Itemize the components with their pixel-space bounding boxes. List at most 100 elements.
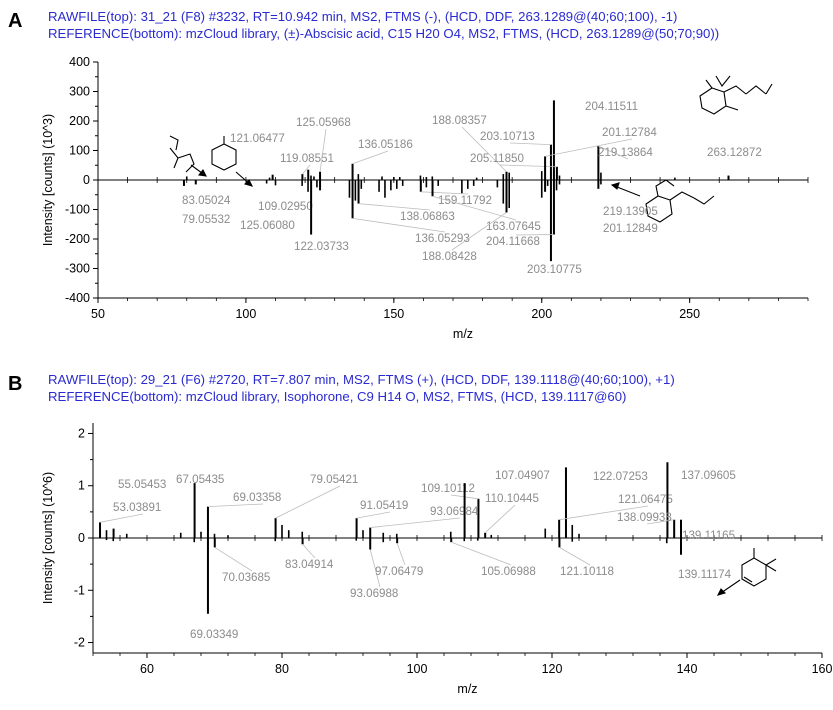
peak-leader-line <box>451 541 512 566</box>
x-tick-label: 60 <box>140 662 154 676</box>
x-tick-label: 100 <box>235 307 256 321</box>
peak-label: 67.05435 <box>176 473 224 486</box>
peak-leader-line <box>370 517 461 528</box>
peak-label: 70.03685 <box>222 571 270 584</box>
peak-leader-line <box>509 142 551 145</box>
x-tick-label: 200 <box>531 307 552 321</box>
peak-label: 110.10445 <box>485 492 539 505</box>
peak-label: 125.06080 <box>240 219 295 232</box>
peak-label: 138.06863 <box>400 210 455 223</box>
peak-leader-line <box>302 544 316 559</box>
peak-label: 263.12872 <box>707 146 762 159</box>
peak-leader-line <box>319 128 327 172</box>
peak-label: 201.12784 <box>602 126 657 139</box>
peak-leader-line <box>356 511 391 519</box>
panel-b: B RAWFILE(top): 29_21 (F6) #2720, RT=7.8… <box>0 355 833 710</box>
peak-label: 109.10112 <box>421 482 475 495</box>
peak-label: 136.05293 <box>415 232 470 245</box>
peak-label: 201.12849 <box>603 222 658 235</box>
peak-label: 93.06984 <box>430 505 479 518</box>
peak-label: 122.03733 <box>294 240 349 253</box>
peak-leader-line <box>275 485 341 519</box>
peak-label: 97.06479 <box>375 565 423 578</box>
peak-label: 105.06988 <box>481 565 536 578</box>
peak-label: 205.11850 <box>470 152 524 165</box>
peak-label: 139.11174 <box>678 568 732 581</box>
peak-label: 53.03891 <box>113 501 161 514</box>
peak-label: 159.11792 <box>438 194 492 207</box>
abscisic-acid-structure-upper <box>699 75 773 115</box>
y-tick-label: 300 <box>69 85 90 99</box>
raw-file-header-b: RAWFILE(top): 29_21 (F6) #2720, RT=7.807… <box>48 372 675 387</box>
peak-label: 79.05532 <box>182 213 230 226</box>
peak-leader-line <box>420 191 469 195</box>
y-tick-label: 100 <box>69 144 90 158</box>
mirror-spectrum-chart-b: 2 1 0 -1 -2 60 80 100 120 140 160 m/z Intensity [cou… <box>41 423 832 696</box>
hydroxy-fragment-structure <box>169 135 195 173</box>
peak-leader-line <box>484 504 516 534</box>
peak-label: 163.07645 <box>486 220 541 233</box>
peak-label: 121.10118 <box>560 565 614 578</box>
y-tick-label: -100 <box>65 203 90 217</box>
peak-leader-line <box>214 547 253 572</box>
raw-file-header-a: RAWFILE(top): 31_21 (F8) #3232, RT=10.94… <box>48 9 678 24</box>
peak-leader-line <box>99 513 144 523</box>
peak-leader-line <box>461 126 507 173</box>
reference-header-a: REFERENCE(bottom): mzCloud library, (±)-… <box>48 26 720 41</box>
x-tick-label: 140 <box>677 662 698 676</box>
peak-label: 121.06475 <box>618 493 673 506</box>
y-tick-label: 400 <box>69 55 90 69</box>
peak-label: 109.02950 <box>258 200 313 213</box>
peak-label: 69.03349 <box>190 628 238 641</box>
y-tick-label: 0 <box>78 531 85 545</box>
peak-label: 204.11668 <box>486 235 540 248</box>
peak-leader-line <box>352 217 446 233</box>
peak-leader-line <box>396 543 406 566</box>
y-tick-label: -2 <box>74 636 85 650</box>
peak-leader-line <box>358 203 431 211</box>
peak-label: 79.05421 <box>310 473 358 486</box>
y-axis-title: Intensity [counts] (10^3) <box>41 114 55 246</box>
peak-leader-line <box>207 503 264 508</box>
panel-label-a: A <box>8 10 23 32</box>
peak-label: 136.05186 <box>358 138 413 151</box>
y-tick-label: 0 <box>83 173 90 187</box>
y-tick-label: 1 <box>78 479 85 493</box>
peak-label: 119.08551 <box>280 152 334 165</box>
peak-label: 203.10775 <box>527 263 582 276</box>
peak-leader-line <box>369 549 381 588</box>
panel-label-b: B <box>8 373 23 395</box>
peak-label: 93.06988 <box>350 587 398 600</box>
peak-leader-line <box>499 164 557 168</box>
peak-label: 69.03358 <box>233 491 281 504</box>
peak-label: 137.09605 <box>681 469 736 482</box>
peak-leader-line <box>302 164 311 175</box>
x-tick-label: 80 <box>275 662 289 676</box>
y-tick-label: -300 <box>65 262 90 276</box>
peak-leader-line <box>598 145 629 160</box>
peak-leader-line <box>432 195 517 221</box>
x-tick-label: 250 <box>679 307 700 321</box>
peak-label: 188.08428 <box>422 250 477 263</box>
isophorone-structure <box>741 548 777 587</box>
y-tick-label: 200 <box>69 114 90 128</box>
reference-header-b: REFERENCE(bottom): mzCloud library, Isop… <box>48 389 627 404</box>
x-axis-title: m/z <box>457 682 477 696</box>
peak-label: 139.11165 <box>682 529 735 542</box>
peak-label: 121.06477 <box>230 132 285 145</box>
y-tick-label: 2 <box>78 426 85 440</box>
x-axis-title: m/z <box>453 327 473 341</box>
x-tick-label: 150 <box>383 307 404 321</box>
peak-label: 204.11511 <box>585 100 638 113</box>
peak-label: 203.10713 <box>480 130 535 143</box>
peak-label: 219.13864 <box>598 146 653 159</box>
y-tick-label: -400 <box>65 291 90 305</box>
peak-leader-line <box>352 150 389 165</box>
peak-leader-line <box>559 547 591 566</box>
peak-label: 91.05419 <box>360 499 408 512</box>
peak-leader-line <box>545 138 633 157</box>
peak-leader-line <box>451 212 507 251</box>
peak-label: 83.05024 <box>182 194 231 207</box>
y-axis-title: Intensity [counts] (10^6) <box>41 472 55 604</box>
x-tick-label: 100 <box>407 662 428 676</box>
